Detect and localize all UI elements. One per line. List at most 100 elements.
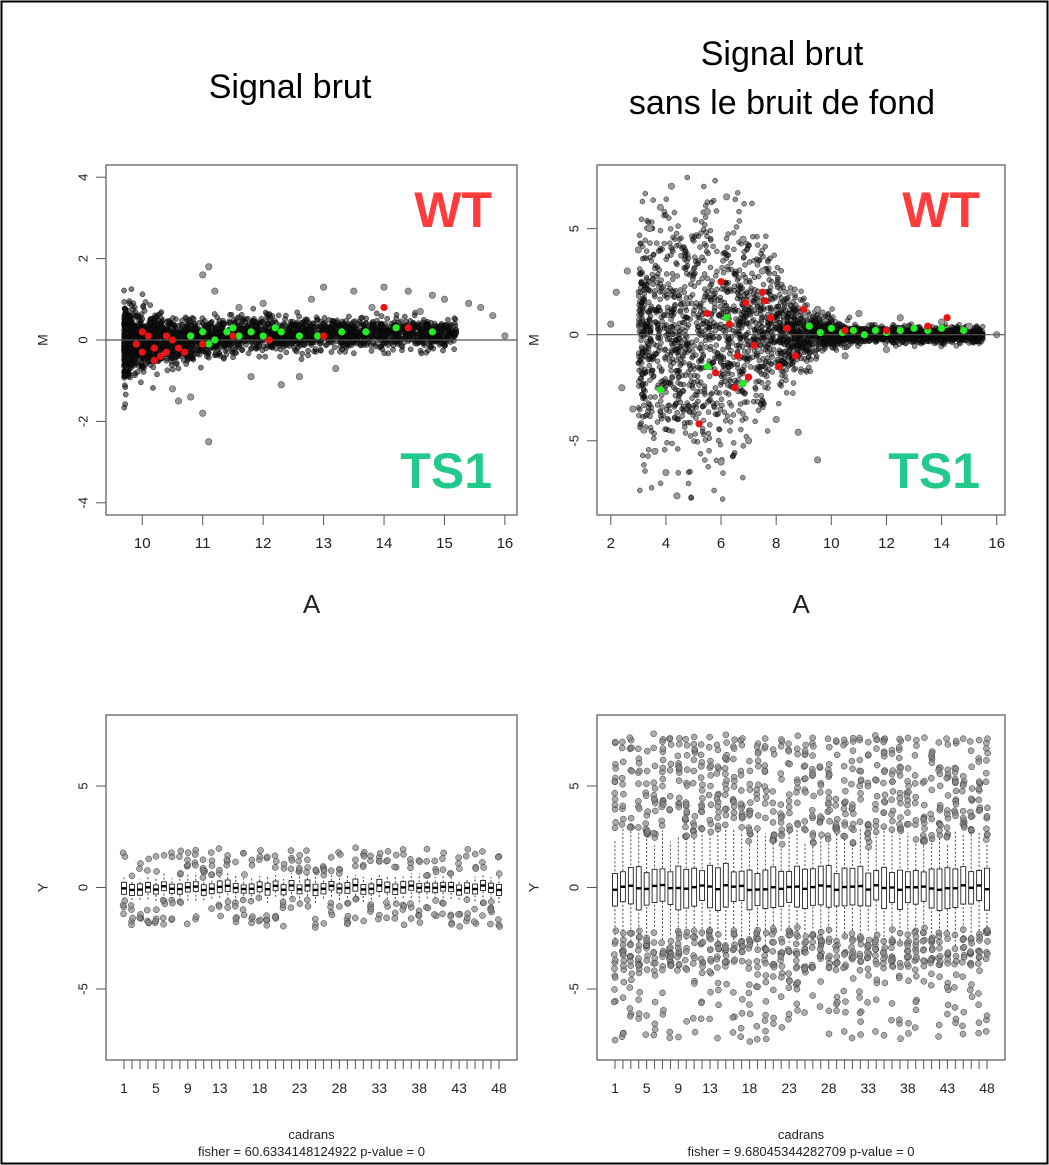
wt-point — [319, 332, 328, 340]
data-point — [411, 312, 418, 319]
data-point — [445, 333, 452, 340]
data-point — [762, 384, 768, 391]
data-point — [223, 346, 230, 353]
data-point — [152, 327, 159, 333]
data-point — [706, 448, 712, 454]
data-point — [407, 318, 414, 324]
data-point — [742, 262, 748, 268]
data-point — [640, 414, 646, 420]
data-point — [723, 235, 730, 242]
data-point — [651, 435, 657, 441]
column-title-right-line-2: sans le bruit de fond — [629, 84, 935, 122]
data-point — [639, 198, 646, 205]
data-point — [911, 343, 918, 349]
data-point — [122, 372, 129, 379]
data-point — [401, 313, 408, 320]
data-point — [776, 400, 782, 407]
data-point — [670, 276, 676, 283]
data-point — [663, 326, 670, 332]
data-point — [813, 356, 819, 362]
data-point — [696, 410, 702, 417]
data-point — [388, 320, 395, 327]
data-point — [676, 236, 683, 242]
ts1-point — [338, 328, 346, 336]
outlier-point — [259, 299, 267, 307]
data-point — [647, 240, 653, 246]
data-point — [654, 419, 661, 425]
data-point — [180, 327, 187, 333]
data-point — [669, 375, 675, 381]
data-point — [756, 378, 762, 384]
data-point — [765, 257, 771, 263]
column-title-left-line-1: Signal brut — [209, 68, 372, 106]
data-point — [691, 343, 697, 349]
ts1-point — [277, 328, 285, 336]
data-point — [351, 350, 357, 357]
data-point — [667, 226, 674, 232]
data-point — [378, 313, 385, 319]
data-point — [658, 340, 664, 346]
data-point — [638, 216, 645, 223]
data-point — [685, 419, 691, 426]
data-point — [677, 287, 684, 293]
data-point — [123, 317, 130, 324]
ts1-point — [247, 328, 255, 336]
data-point — [639, 371, 645, 378]
data-point — [266, 311, 273, 318]
data-point — [677, 309, 683, 315]
data-point — [646, 447, 652, 453]
data-point — [844, 317, 851, 324]
data-point — [198, 364, 204, 371]
data-point — [690, 276, 696, 282]
data-point — [790, 390, 796, 396]
data-point — [784, 295, 790, 301]
data-point — [740, 443, 746, 449]
data-point — [738, 339, 744, 345]
data-point — [205, 324, 211, 331]
data-point — [276, 342, 283, 348]
outlier-point — [307, 295, 315, 303]
wt-point — [168, 336, 177, 344]
data-point — [252, 323, 259, 330]
data-point — [238, 341, 244, 348]
outlier-point — [465, 299, 473, 307]
data-point — [368, 348, 375, 354]
x-tick-label: 16 — [497, 535, 514, 552]
data-point — [668, 368, 674, 374]
ts1-point — [259, 332, 267, 340]
data-point — [412, 340, 418, 347]
outlier-point — [205, 438, 213, 446]
data-point — [692, 304, 699, 310]
outlier-point — [187, 393, 195, 401]
data-point — [142, 342, 149, 349]
data-point — [393, 315, 400, 322]
data-point — [642, 237, 648, 244]
data-point — [664, 415, 671, 422]
data-point — [263, 345, 270, 352]
data-point — [671, 415, 678, 421]
data-point — [646, 362, 653, 369]
data-point — [707, 264, 714, 271]
data-point — [293, 326, 299, 333]
data-point — [707, 235, 714, 242]
y-tick-label: -2 — [75, 416, 90, 428]
data-point — [277, 353, 283, 360]
ts1-point — [223, 328, 231, 336]
data-point — [339, 318, 346, 325]
data-point — [636, 232, 643, 239]
data-point — [294, 309, 301, 316]
data-point — [642, 190, 648, 197]
data-point — [293, 348, 300, 355]
y-tick-label: -5 — [566, 435, 581, 447]
data-point — [707, 373, 713, 379]
data-point — [184, 320, 190, 327]
data-point — [716, 426, 722, 432]
data-point — [122, 384, 129, 391]
data-point — [806, 353, 812, 360]
data-point — [265, 329, 272, 335]
data-point — [723, 418, 729, 424]
data-point — [652, 394, 658, 400]
data-point — [286, 325, 293, 332]
wt-point — [162, 332, 171, 340]
data-point — [283, 312, 289, 319]
